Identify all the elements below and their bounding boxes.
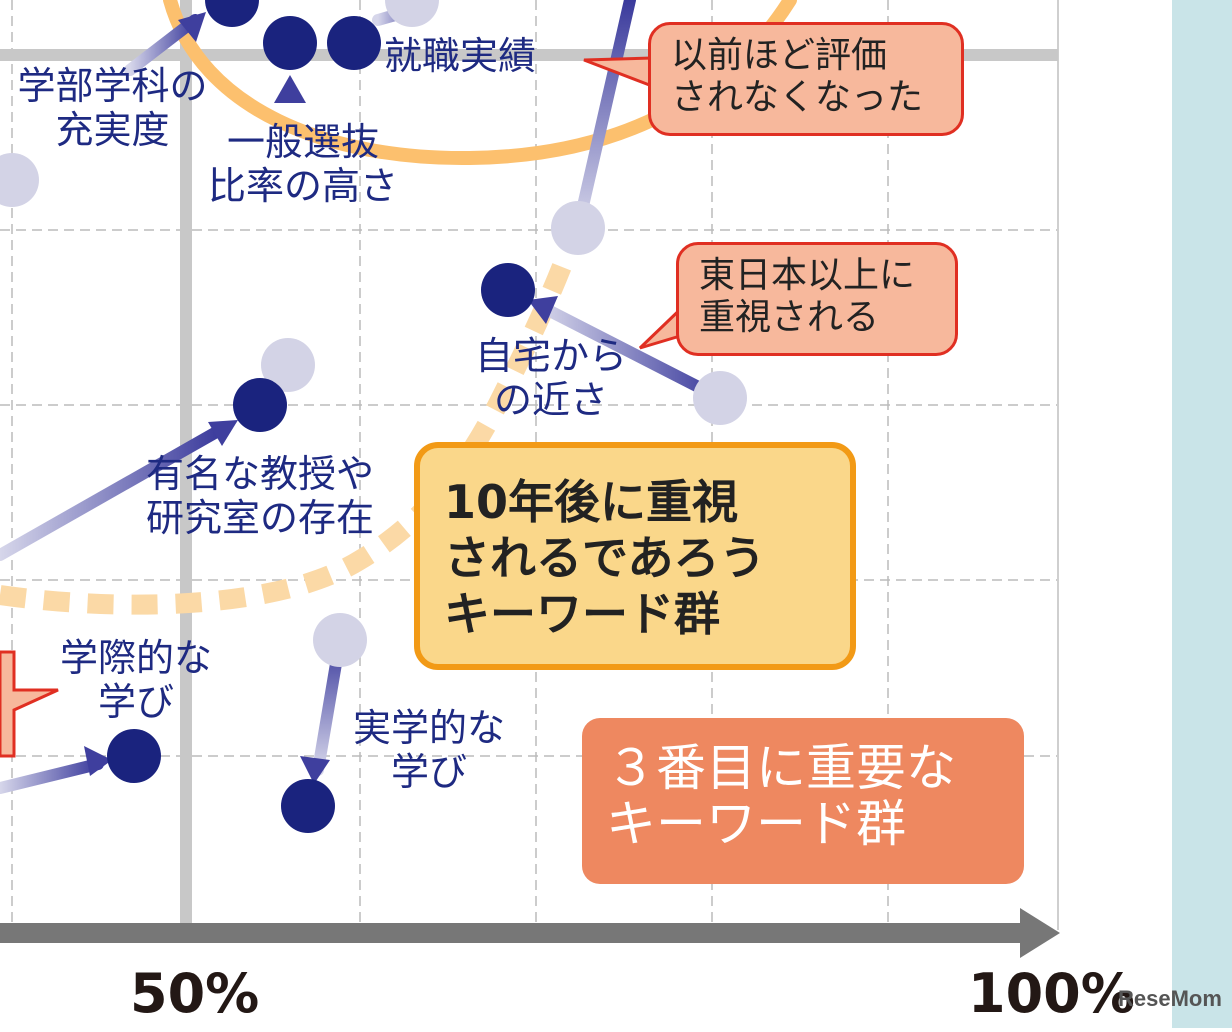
current-position-dot: [481, 263, 535, 317]
trend-arrow: [572, 0, 636, 234]
watermark-logo: ReseMom: [1118, 986, 1222, 1011]
callout-partial: [0, 650, 59, 758]
callout-less-valued: 以前ほど評価 されなくなった: [648, 22, 964, 136]
trend-arrow: [124, 14, 201, 76]
arrowhead: [274, 75, 306, 103]
group-10yr-box: 10年後に重視 されるであろう キーワード群: [414, 442, 856, 670]
arrowhead: [208, 420, 238, 446]
side-panel: [1172, 0, 1232, 1028]
past-position-dot: [0, 153, 39, 207]
past-position-dot: [313, 613, 367, 667]
trend-arrow: [0, 758, 104, 794]
trend-arrow: [0, 424, 226, 561]
arrowhead: [300, 756, 330, 784]
x-tick-label: 50%: [130, 962, 260, 1025]
arrowhead: [84, 746, 112, 776]
callout-tail: [583, 56, 654, 89]
point-label: 実学的な 学び: [352, 706, 505, 794]
current-position-dot: [263, 16, 317, 70]
point-label: 自宅から の近さ: [474, 334, 627, 422]
callout-valued-more-than-east: 東日本以上に 重視される: [676, 242, 958, 356]
point-label: 有名な教授や 研究室の存在: [145, 452, 374, 540]
current-position-dot: [107, 729, 161, 783]
arrowhead: [178, 12, 206, 42]
current-position-dot: [205, 0, 259, 27]
trend-arrow: [534, 300, 726, 404]
arrowhead: [528, 296, 558, 324]
point-layer: [0, 0, 747, 833]
past-position-dot: [385, 0, 439, 27]
past-position-dot: [551, 201, 605, 255]
current-position-dot: [327, 16, 381, 70]
x-axis: [0, 923, 1022, 943]
current-position-dot: [281, 779, 335, 833]
current-position-dot: [233, 378, 287, 432]
group-3rd-box: ３番目に重要な キーワード群: [582, 718, 1024, 884]
point-label: 学際的な 学び: [59, 636, 212, 724]
point-label: 就職実績: [384, 34, 537, 78]
x-tick-label: 100%: [968, 962, 1135, 1025]
point-label: 一般選抜 比率の高さ: [207, 120, 398, 208]
past-position-dot: [261, 338, 315, 392]
x-axis-arrowhead: [1020, 908, 1060, 958]
past-position-dot: [693, 371, 747, 425]
point-label: 学部学科の 充実度: [17, 64, 208, 152]
